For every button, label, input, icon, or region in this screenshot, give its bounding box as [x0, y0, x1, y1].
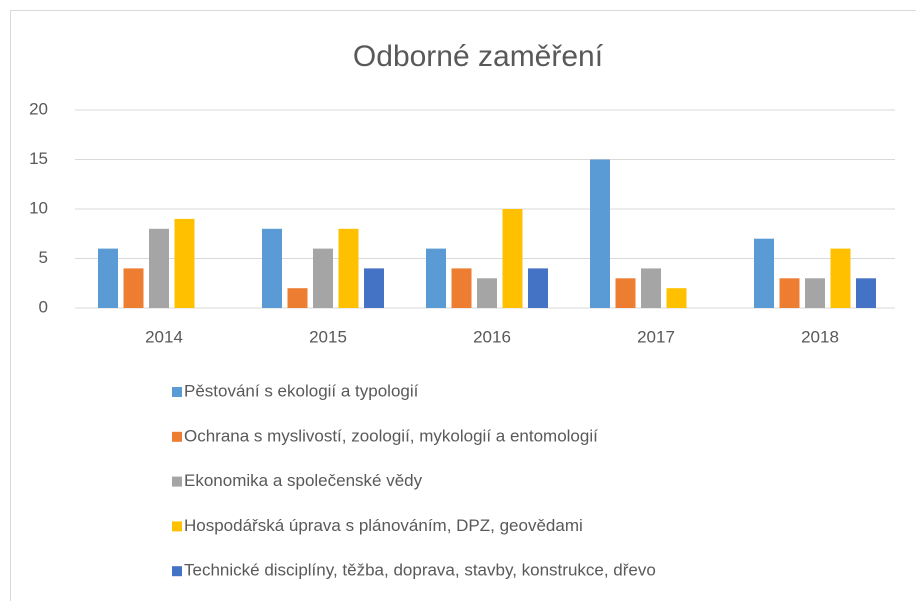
- y-tick-label: 0: [39, 297, 48, 316]
- y-tick-label: 15: [29, 149, 48, 168]
- bar: [502, 209, 523, 308]
- bar: [805, 278, 825, 308]
- legend-swatch: [172, 566, 182, 577]
- bar: [123, 268, 144, 308]
- bar: [287, 288, 308, 308]
- legend-swatch: [172, 476, 182, 487]
- bar: [779, 278, 800, 308]
- bar: [338, 228, 359, 308]
- x-tick-label: 2014: [145, 327, 183, 346]
- bar: [364, 268, 384, 308]
- bar: [590, 159, 610, 308]
- legend-label: Hospodářská úprava s plánováním, DPZ, ge…: [184, 516, 583, 535]
- bar: [666, 288, 687, 308]
- bar: [451, 268, 472, 308]
- bar: [754, 238, 774, 308]
- x-tick-label: 2018: [801, 327, 839, 346]
- bar: [313, 248, 333, 308]
- bar: [98, 248, 118, 308]
- legend-label: Pěstování s ekologií a typologií: [184, 381, 419, 400]
- legend-swatch: [172, 387, 182, 397]
- bar: [641, 268, 661, 308]
- legend-swatch: [172, 521, 182, 532]
- y-tick-label: 5: [39, 248, 48, 267]
- bar: [615, 278, 636, 308]
- bar: [174, 218, 195, 308]
- y-tick-label: 20: [29, 99, 48, 118]
- legend-label: Ekonomika a společenské vědy: [184, 471, 423, 490]
- x-tick-label: 2016: [473, 327, 511, 346]
- bar: [426, 248, 446, 308]
- bar: [856, 278, 876, 308]
- chart-title: Odborné zaměření: [353, 40, 604, 73]
- bar: [830, 248, 851, 308]
- y-tick-label: 10: [29, 198, 48, 217]
- bar: [262, 228, 282, 308]
- bar: [477, 278, 497, 308]
- bar: [149, 228, 169, 308]
- legend-label: Ochrana s myslivostí, zoologií, mykologi…: [184, 426, 598, 445]
- legend-swatch: [172, 431, 182, 442]
- legend-label: Technické disciplíny, těžba, doprava, st…: [184, 561, 656, 580]
- x-tick-label: 2015: [309, 327, 347, 346]
- bar: [528, 268, 548, 308]
- x-tick-label: 2017: [637, 327, 675, 346]
